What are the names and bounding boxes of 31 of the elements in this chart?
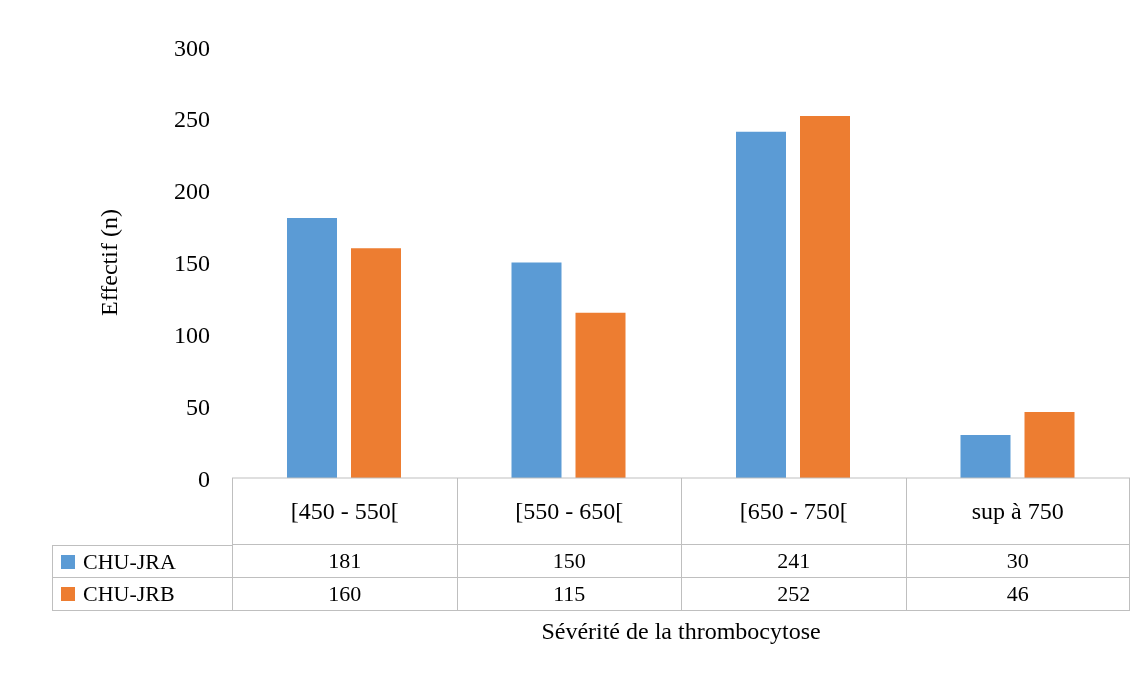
data-label: 160 [232,578,457,611]
bar [736,131,786,478]
y-tick-label: 200 [174,178,210,205]
y-tick-label: 250 [174,106,210,133]
x-tick-label: sup à 750 [905,478,1130,545]
data-label: 241 [681,545,906,578]
legend-label: CHU-JRA [52,545,232,578]
bar [800,115,850,478]
x-tick-label: [450 - 550[ [232,478,457,545]
data-label: 46 [905,578,1130,611]
y-tick-label: 300 [174,34,210,61]
x-axis-title: Sévérité de la thrombocytose [540,616,822,646]
y-tick-label: 50 [186,393,210,420]
x-tick-label: [650 - 750[ [681,478,906,545]
bar [511,262,562,478]
data-label: 30 [905,545,1130,578]
data-label: 252 [681,578,906,611]
y-tick-label: 150 [174,250,210,277]
legend-label: CHU-JRB [52,578,232,611]
y-tick-label: 100 [174,321,210,348]
bar [1024,411,1075,478]
bar [960,434,1011,478]
data-label: 150 [456,545,681,578]
x-tick-label: [550 - 650[ [456,478,681,545]
bar [351,248,401,478]
bar [575,312,626,478]
data-label: 181 [232,545,457,578]
y-tick-label: 0 [198,465,210,492]
bar [287,217,337,478]
y-axis-title: Effectif (n) [95,209,122,316]
data-label: 115 [456,578,681,611]
